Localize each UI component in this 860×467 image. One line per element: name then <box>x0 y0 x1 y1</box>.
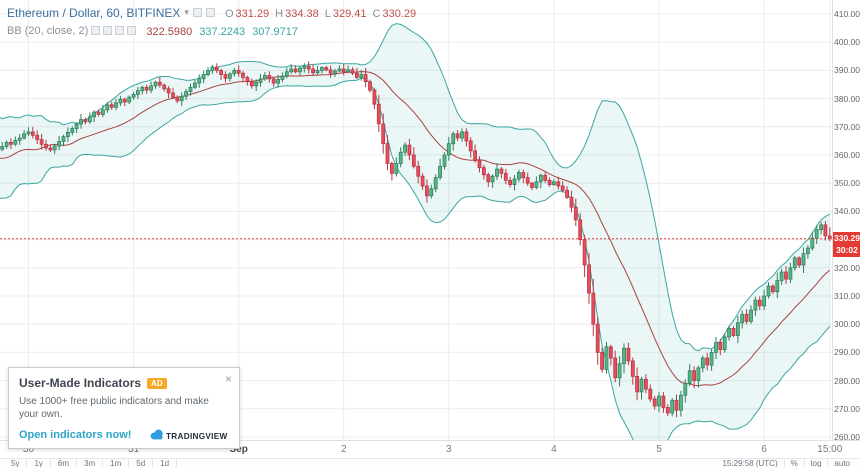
scale-toggle[interactable]: log <box>803 459 828 467</box>
time-axis-label: 5 <box>656 444 662 455</box>
range-button[interactable]: 5y <box>4 459 28 467</box>
time-axis-label: 15:00 <box>817 444 843 455</box>
range-button[interactable]: 3m <box>77 459 104 467</box>
price-axis-label: 260.00 <box>834 432 860 442</box>
indicator-eye-icon[interactable] <box>91 26 101 35</box>
indicator-close-icon[interactable] <box>115 26 125 35</box>
time-axis-label: 31 <box>127 444 140 455</box>
ohlc-label: O <box>224 7 234 20</box>
tradingview-logo: TRADINGVIEW <box>149 428 229 441</box>
price-axis-label: 350.00 <box>834 178 860 189</box>
open-indicators-link[interactable]: Open indicators now! <box>19 428 132 441</box>
ohlc-label: H <box>275 7 284 20</box>
range-buttons: 5y 1y 6m 3m 1m 5d 1d <box>4 459 178 467</box>
indicator-value: 322.5980 <box>146 25 193 38</box>
ohlc-readout: O 331.29 H 334.38 L 329.41 C 330.29 <box>219 4 416 22</box>
time-axis-label: Sep <box>229 444 248 455</box>
time-axis-label: 30 <box>22 444 35 455</box>
cloud-icon <box>150 429 163 440</box>
time-axis-label: 6 <box>761 444 767 455</box>
price-axis-label: 370.00 <box>834 121 860 132</box>
close-icon[interactable]: × <box>224 372 232 386</box>
ohlc-label: L <box>324 7 331 20</box>
price-axis-label: 300.00 <box>834 319 860 330</box>
bottom-toolbar: 5y 1y 6m 3m 1m 5d 1d 15:29:58 (UTC) % log auto <box>0 458 860 467</box>
scale-toggle[interactable]: auto <box>827 459 856 467</box>
legend-style-icon[interactable] <box>192 8 202 17</box>
bar-countdown-tag: 30:02 <box>833 243 860 257</box>
scale-toggles: % log auto <box>783 459 856 467</box>
ohlc-value: 334.38 <box>285 7 319 20</box>
price-axis-label: 290.00 <box>834 347 860 358</box>
indicator-values: 322.5980 337.2243 307.9717 <box>139 22 298 40</box>
price-axis-label: 400.00 <box>834 37 860 48</box>
chart-legend: Ethereum / Dollar, 60, BITFINEX ▾ O 331.2… <box>7 4 416 38</box>
price-axis-label: 270.00 <box>834 403 860 414</box>
time-axis-label: 4 <box>551 444 557 455</box>
popup-title-row: User-Made Indicators AD <box>19 376 229 390</box>
price-axis-label: 360.00 <box>834 150 860 160</box>
indicator-settings-icon[interactable] <box>103 26 113 35</box>
time-axis-label: 2 <box>340 444 347 455</box>
ohlc-value: 331.29 <box>235 7 270 20</box>
price-axis-label: 340.00 <box>834 206 860 217</box>
indicator-value: 307.9717 <box>252 25 298 38</box>
scale-toggle[interactable]: % <box>783 459 804 467</box>
price-axis-label: 320.00 <box>834 262 860 273</box>
candlestick-chart[interactable] <box>0 0 832 440</box>
popup-footer: Open indicators now! TRADINGVIEW <box>19 428 229 442</box>
legend-compare-icon[interactable] <box>205 8 215 17</box>
time-axis-label: 3 <box>446 444 452 455</box>
price-axis-label: 380.00 <box>834 93 860 104</box>
last-price-tag: 330.29 <box>833 231 860 245</box>
range-button[interactable]: 1y <box>27 459 51 467</box>
ohlc-value: 329.41 <box>332 7 367 20</box>
price-axis-label: 280.00 <box>834 375 860 386</box>
indicator-more-icon[interactable] <box>127 26 137 35</box>
tradingview-logo-text: TRADINGVIEW <box>166 432 228 441</box>
legend-symbol-row: Ethereum / Dollar, 60, BITFINEX ▾ O 331.2… <box>7 4 416 21</box>
ad-badge: AD <box>147 377 167 389</box>
legend-indicator-row: BB (20, close, 2) 322.5980 337.2243 307.97… <box>7 23 416 38</box>
ohlc-label: C <box>372 7 381 20</box>
price-axis[interactable]: 260.00 270.00 280.00 290.00 300.00 310.00 320.… <box>832 0 860 442</box>
popup-body-text: Use 1000+ free public indicators and mak… <box>19 396 209 420</box>
price-axis-label: 310.00 <box>834 291 860 301</box>
clock-utc[interactable]: 15:29:58 (UTC) <box>722 458 778 467</box>
price-axis-label: 410.00 <box>834 9 860 19</box>
indicator-label[interactable]: BB (20, close, 2) <box>7 24 89 37</box>
price-axis-label: 390.00 <box>834 65 860 76</box>
indicator-value: 337.2243 <box>199 25 246 38</box>
range-button[interactable]: 1d <box>153 459 178 467</box>
symbol-title[interactable]: Ethereum / Dollar, 60, BITFINEX <box>7 5 181 20</box>
indicators-promo-popup: × User-Made Indicators AD Use 1000+ free… <box>8 367 240 449</box>
ohlc-value: 330.29 <box>382 7 417 20</box>
range-button[interactable]: 5d <box>129 459 154 467</box>
chevron-down-icon[interactable]: ▾ <box>184 7 189 17</box>
range-button[interactable]: 6m <box>51 459 78 467</box>
range-button[interactable]: 1m <box>103 459 130 467</box>
popup-title: User-Made Indicators <box>19 376 142 390</box>
